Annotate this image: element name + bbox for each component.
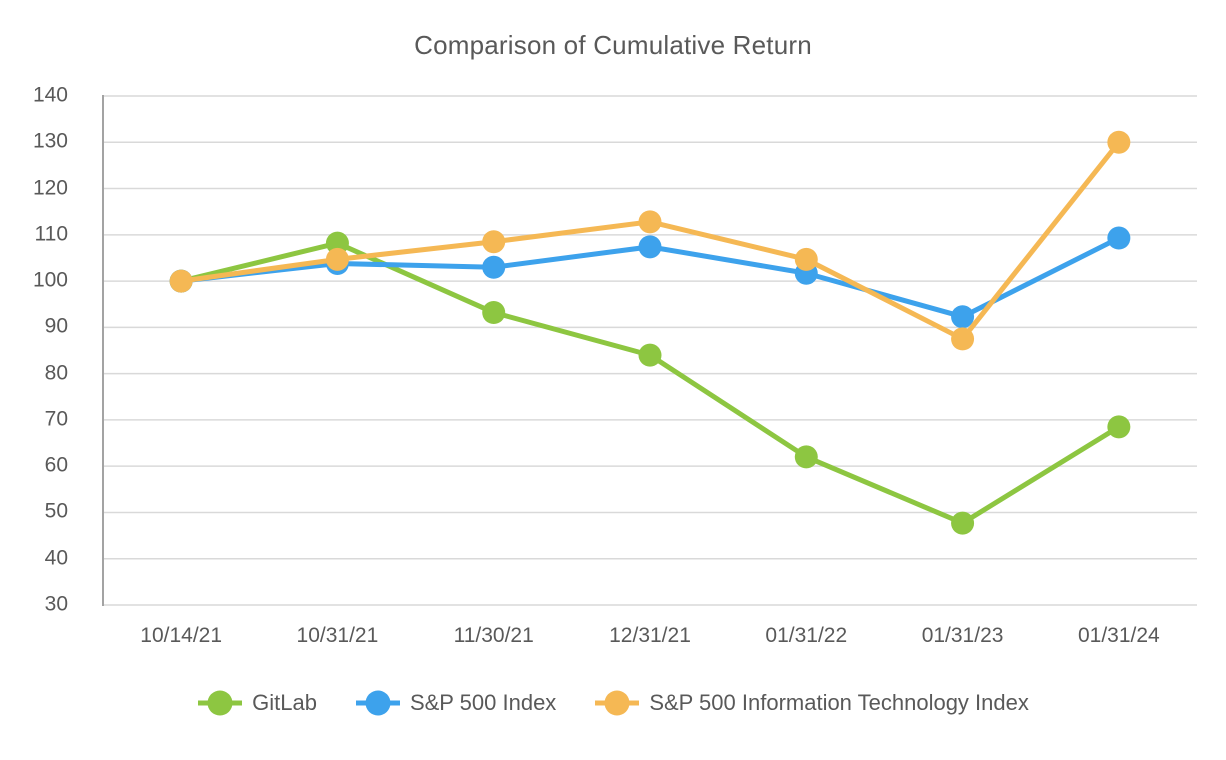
x-tick-label-01-31-22: 01/31/22 <box>765 624 848 647</box>
x-tick-label-10-14-21: 10/14/21 <box>140 624 223 647</box>
legend-label-s-p-500-information-technology-index: S&P 500 Information Technology Index <box>649 690 1029 715</box>
y-tick-label-140: 140 <box>32 83 68 107</box>
chart-title: Comparison of Cumulative Return <box>414 30 812 60</box>
data-point-s-p-500-information-technology-index-0 <box>169 269 193 293</box>
data-point-s-p-500-index-6 <box>1107 226 1131 250</box>
legend-label-gitlab: GitLab <box>252 690 317 715</box>
data-point-s-p-500-index-3 <box>638 235 662 259</box>
y-tick-label-110: 110 <box>34 222 68 246</box>
data-point-s-p-500-information-technology-index-5 <box>951 327 975 351</box>
data-point-gitlab-5 <box>951 511 975 535</box>
y-axis-labels: 30 40 50 60 70 80 90 100 110 120 130 140 <box>0 0 68 760</box>
data-point-s-p-500-index-5 <box>951 305 975 329</box>
legend-marker-icon-s-p-500-index <box>355 690 400 716</box>
legend-item-gitlab: GitLab <box>197 688 317 718</box>
y-tick-label-80: 80 <box>44 361 68 385</box>
y-tick-label-70: 70 <box>44 407 68 431</box>
x-tick-label-11-30-21: 11/30/21 <box>453 624 534 647</box>
data-point-s-p-500-information-technology-index-2 <box>482 230 506 254</box>
y-tick-label-100: 100 <box>32 268 68 292</box>
y-tick-label-90: 90 <box>44 314 68 338</box>
data-point-gitlab-2 <box>482 301 506 325</box>
legend-marker-circle <box>207 690 233 716</box>
data-point-gitlab-1 <box>325 231 349 255</box>
x-tick-label-12-31-21: 12/31/21 <box>609 624 691 647</box>
y-tick-label-60: 60 <box>44 453 68 477</box>
data-point-gitlab-3 <box>638 343 662 367</box>
legend-marker-circle <box>604 690 630 716</box>
data-point-gitlab-6 <box>1107 415 1131 439</box>
x-tick-label-01-31-24: 01/31/24 <box>1077 624 1160 647</box>
data-point-s-p-500-information-technology-index-3 <box>638 210 662 234</box>
data-point-s-p-500-index-2 <box>482 255 506 279</box>
y-tick-label-30: 30 <box>44 592 68 616</box>
legend-marker-circle <box>365 690 391 716</box>
y-tick-label-130: 130 <box>32 129 68 153</box>
y-tick-label-50: 50 <box>44 499 68 523</box>
y-tick-label-40: 40 <box>44 546 68 570</box>
series-line-gitlab <box>178 240 1122 526</box>
x-axis-labels: 10/14/21 10/31/21 11/30/21 12/31/21 01/31/22… <box>0 624 1226 652</box>
data-point-s-p-500-information-technology-index-6 <box>1107 130 1131 154</box>
legend-marker-icon-s-p-500-information-technology-index <box>595 690 640 716</box>
legend: GitLab S&P 500 Index S&P 500 Information T… <box>0 688 1226 718</box>
legend-label-s-p-500-index: S&P 500 Index <box>409 690 557 715</box>
y-tick-label-120: 120 <box>32 176 68 200</box>
x-tick-label-10-31-21: 10/31/21 <box>296 624 379 647</box>
x-tick-label-01-31-23: 01/31/23 <box>921 624 1004 647</box>
legend-item-s-p-500-information-technology-index: S&P 500 Information Technology Index <box>594 688 1029 718</box>
legend-item-s-p-500-index: S&P 500 Index <box>355 688 556 718</box>
legend-marker-icon-gitlab <box>198 690 243 716</box>
data-point-gitlab-4 <box>794 445 818 469</box>
data-point-s-p-500-information-technology-index-4 <box>794 247 818 271</box>
data-point-s-p-500-information-technology-index-1 <box>325 247 349 271</box>
